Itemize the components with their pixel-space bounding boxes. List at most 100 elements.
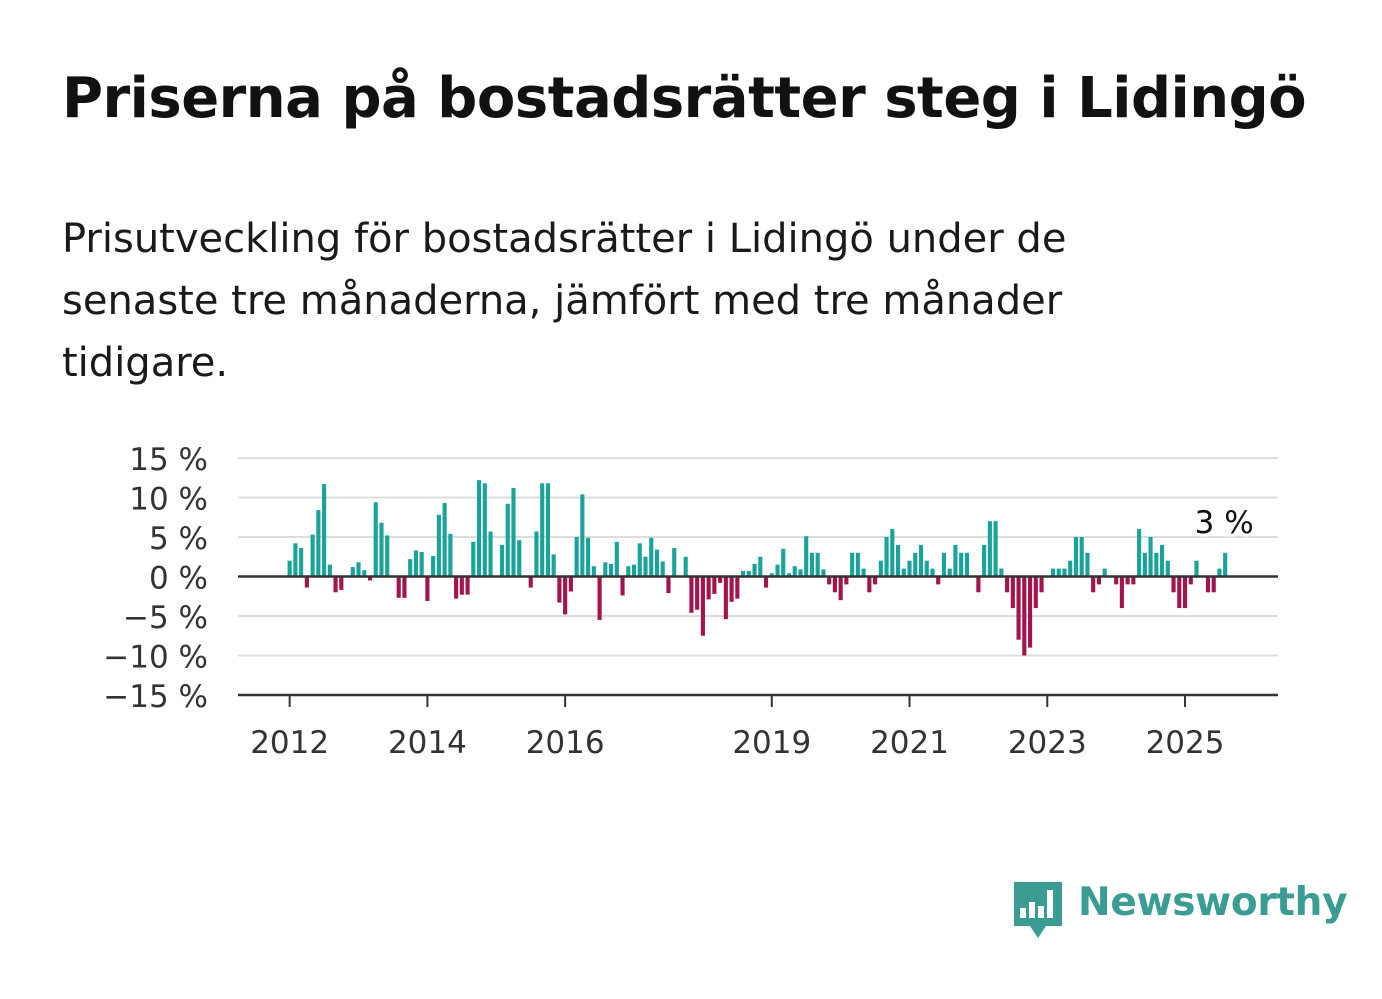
bar xyxy=(425,576,430,601)
bar xyxy=(873,576,878,585)
bar xyxy=(1171,576,1176,593)
bar xyxy=(379,522,384,577)
bar xyxy=(1131,576,1136,585)
bar xyxy=(545,483,550,577)
bar xyxy=(1217,568,1222,577)
bar xyxy=(413,550,418,577)
bar xyxy=(758,556,763,577)
newsworthy-logo: Newsworthy xyxy=(1012,880,1348,940)
x-tick-label: 2025 xyxy=(1146,725,1225,761)
bar xyxy=(1056,568,1061,577)
bar xyxy=(884,537,889,577)
bar xyxy=(838,576,843,601)
bar xyxy=(832,576,837,593)
bar xyxy=(878,560,883,577)
bar xyxy=(505,503,510,577)
y-tick-label: 5 % xyxy=(149,521,208,557)
bar xyxy=(695,576,700,610)
bar xyxy=(563,576,568,615)
bar xyxy=(643,556,648,577)
bar xyxy=(316,510,321,577)
bar xyxy=(959,552,964,577)
bar xyxy=(402,576,407,598)
bar xyxy=(712,576,717,594)
bar xyxy=(488,531,493,577)
bar xyxy=(976,576,981,593)
bar xyxy=(1010,576,1015,609)
bar xyxy=(459,576,464,595)
bars xyxy=(287,480,1228,656)
bar xyxy=(448,533,453,577)
bar xyxy=(982,544,987,577)
bar xyxy=(339,576,344,590)
bar xyxy=(327,564,332,577)
bar xyxy=(947,568,952,577)
bar xyxy=(620,576,625,596)
bar xyxy=(609,563,614,577)
bar xyxy=(1160,544,1165,577)
bar xyxy=(775,564,780,577)
bar xyxy=(1182,576,1188,609)
bar xyxy=(408,559,413,577)
bar xyxy=(1148,537,1153,577)
bar xyxy=(924,560,929,577)
bar xyxy=(574,537,579,577)
bar xyxy=(1033,576,1038,609)
bar xyxy=(936,576,941,585)
bar xyxy=(666,576,671,594)
bar xyxy=(964,552,969,577)
bar xyxy=(660,561,665,577)
bar xyxy=(631,564,637,577)
bar xyxy=(591,566,596,577)
x-tick-label: 2019 xyxy=(732,725,811,761)
bar xyxy=(746,570,751,577)
x-tick-label: 2023 xyxy=(1008,725,1087,761)
bar xyxy=(551,554,556,577)
bar xyxy=(540,483,545,577)
bar xyxy=(350,567,355,577)
bar xyxy=(333,576,338,593)
y-tick-label: −15 % xyxy=(103,679,208,715)
bar xyxy=(385,535,390,577)
y-tick-label: 0 % xyxy=(149,561,208,597)
grid-lines xyxy=(238,457,1278,657)
bar xyxy=(626,566,631,577)
bar xyxy=(781,548,786,577)
bar xyxy=(304,576,309,588)
bar xyxy=(367,576,373,581)
tick-labels: 15 % 10 %5 % 0 %−5 % −10 %−15 % 2012 2014 2016… xyxy=(103,442,1256,761)
bar xyxy=(792,566,797,577)
bar xyxy=(1223,552,1228,577)
bar xyxy=(1073,537,1079,577)
bar xyxy=(471,541,476,577)
bar xyxy=(752,563,757,577)
y-tick-label: −5 % xyxy=(123,600,208,636)
last-value-label: 3 % xyxy=(1195,505,1254,541)
bar xyxy=(901,568,906,577)
bar xyxy=(1096,576,1101,585)
bar xyxy=(580,494,585,577)
bar xyxy=(890,529,895,577)
bar xyxy=(362,570,367,577)
bar xyxy=(1194,560,1199,577)
newsworthy-logo-icon xyxy=(1014,882,1062,938)
bar xyxy=(465,576,470,595)
bar xyxy=(1079,537,1084,577)
bar xyxy=(299,548,304,577)
bar xyxy=(654,549,660,577)
axes xyxy=(238,575,1278,707)
bar xyxy=(373,502,378,577)
bar xyxy=(809,552,815,577)
bar xyxy=(1154,552,1159,577)
bar xyxy=(322,484,327,577)
bar xyxy=(603,562,608,577)
bar xyxy=(706,576,711,600)
x-tick-label: 2016 xyxy=(526,725,605,761)
bar xyxy=(637,543,642,577)
bar xyxy=(1125,576,1130,585)
bar xyxy=(499,544,505,577)
bar xyxy=(999,568,1004,577)
bar xyxy=(482,483,487,577)
bar xyxy=(1177,576,1182,609)
bar xyxy=(786,573,792,577)
